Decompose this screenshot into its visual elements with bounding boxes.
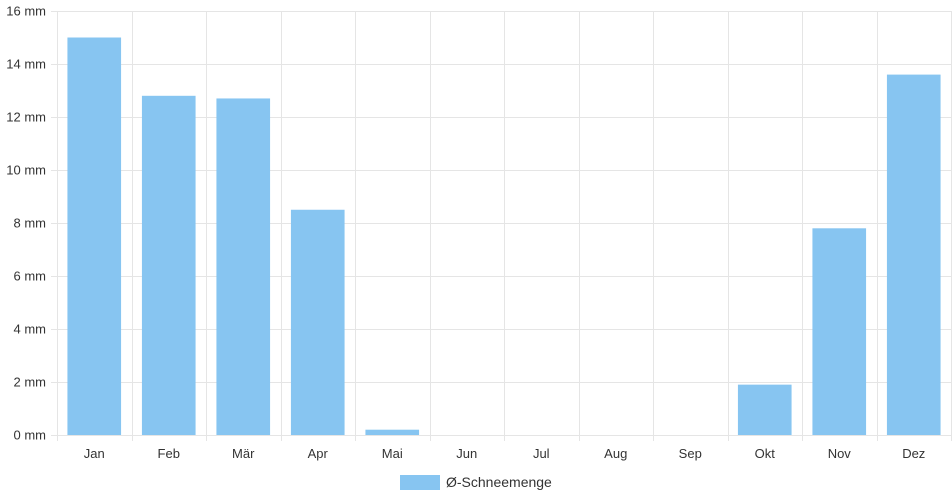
x-tick-label: Feb: [158, 446, 180, 461]
x-tick-label: Nov: [828, 446, 852, 461]
y-tick-label: 6 mm: [14, 269, 47, 284]
legend-swatch[interactable]: [400, 475, 440, 490]
y-tick-label: 12 mm: [6, 110, 46, 125]
legend-label[interactable]: Ø-Schneemenge: [446, 474, 552, 490]
y-tick-label: 14 mm: [6, 57, 46, 72]
x-tick-label: Okt: [755, 446, 776, 461]
bar-feb[interactable]: [141, 95, 196, 436]
y-tick-label: 10 mm: [6, 163, 46, 178]
x-tick-label: Mai: [382, 446, 403, 461]
bar-okt[interactable]: [737, 384, 792, 435]
y-tick-label: 4 mm: [14, 322, 47, 337]
x-tick-label: Mär: [232, 446, 255, 461]
x-tick-label: Jul: [533, 446, 550, 461]
x-tick-label: Sep: [679, 446, 702, 461]
y-axis: 0 mm 2 mm 4 mm 6 mm 8 mm 10 mm 12 mm 14 mm 16 mm: [6, 4, 46, 443]
y-tick-label: 0 mm: [14, 428, 47, 443]
x-tick-label: Dez: [902, 446, 925, 461]
bar-apr[interactable]: [290, 209, 345, 435]
bar-mai[interactable]: [365, 429, 420, 435]
legend[interactable]: Ø-Schneemenge: [400, 474, 552, 490]
x-tick-label: Apr: [308, 446, 329, 461]
y-tick-label: 16 mm: [6, 4, 46, 19]
bar-jan[interactable]: [67, 37, 122, 436]
x-tick-label: Jan: [84, 446, 105, 461]
bars: [67, 37, 941, 436]
bar-mär[interactable]: [216, 98, 271, 435]
y-tick-label: 8 mm: [14, 216, 47, 231]
y-tick-label: 2 mm: [14, 375, 47, 390]
x-axis: Jan Feb Mär Apr Mai Jun Jul Aug Sep Okt Nov Dez: [84, 446, 926, 461]
x-tick-label: Aug: [604, 446, 627, 461]
x-tick-label: Jun: [456, 446, 477, 461]
bar-nov[interactable]: [812, 228, 867, 435]
bar-dez[interactable]: [886, 74, 941, 435]
